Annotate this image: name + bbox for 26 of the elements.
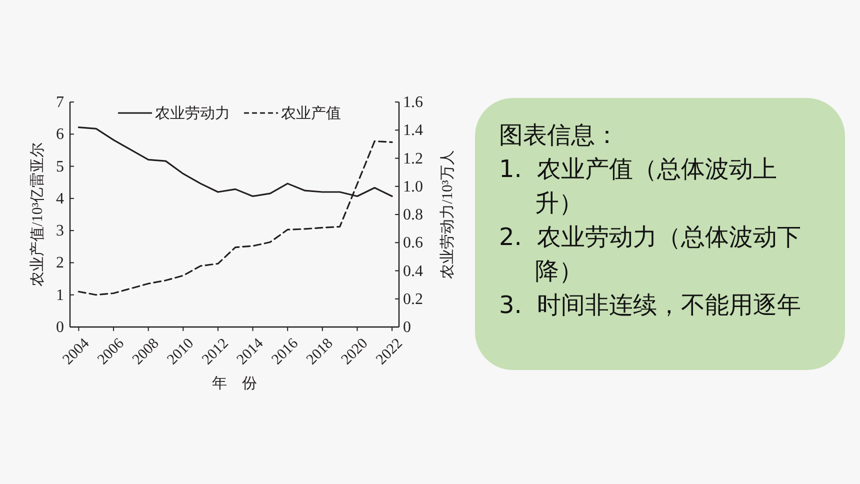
y-axis-title: 农业产值/10³亿雷亚尔: [29, 142, 46, 286]
y-tick-label: 6: [56, 126, 64, 144]
y2-tick-label: 1.0: [403, 178, 423, 196]
y-tick-label: 5: [56, 158, 64, 176]
y2-tick-label: 0.2: [403, 290, 423, 308]
y2-axis-title: 农业劳动力/10³万人: [439, 150, 456, 279]
y2-tick-label: 1.6: [403, 94, 423, 111]
text: 图表信息：: [499, 120, 620, 151]
y2-tick-label: 0.6: [403, 234, 423, 252]
y-tick-label: 7: [56, 94, 64, 111]
text: 1. 农业产值（总体波动上升）: [499, 154, 778, 219]
y-tick-label: 2: [56, 254, 64, 272]
y-tick-label: 1: [56, 286, 64, 304]
legend-label: 农业劳动力: [155, 105, 230, 122]
y2-tick-label: 0.4: [403, 262, 423, 280]
text: 2. 农业劳动力（总体波动下降）: [499, 222, 802, 287]
y2-tick-label: 0: [403, 319, 411, 336]
text: 3. 时间非连续，不能用逐年: [499, 290, 802, 321]
y2-tick-label: 1.2: [403, 150, 423, 168]
y-tick-label: 3: [56, 222, 64, 240]
y2-tick-label: 1.4: [403, 122, 423, 140]
x-axis-title: 年 份: [212, 375, 257, 392]
y-tick-label: 0: [56, 319, 64, 336]
legend-label: 农业产值: [281, 105, 341, 122]
y-tick-label: 4: [56, 190, 64, 208]
y2-tick-label: 0.8: [403, 206, 423, 224]
